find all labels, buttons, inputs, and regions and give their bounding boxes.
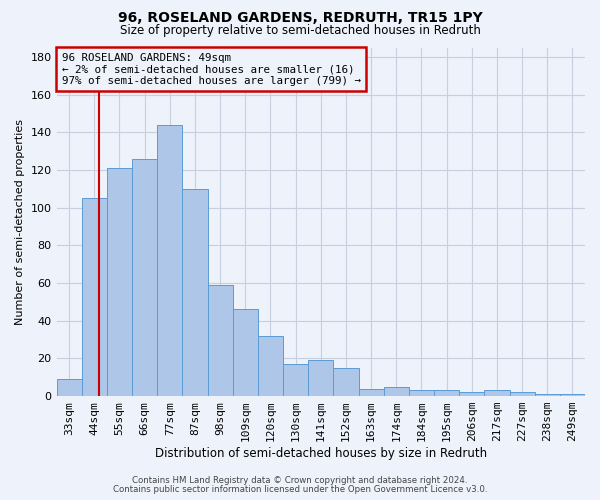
Bar xyxy=(233,310,258,396)
Bar xyxy=(308,360,334,396)
Bar xyxy=(157,125,182,396)
Bar xyxy=(484,390,509,396)
Bar xyxy=(334,368,359,396)
Text: 96, ROSELAND GARDENS, REDRUTH, TR15 1PY: 96, ROSELAND GARDENS, REDRUTH, TR15 1PY xyxy=(118,11,482,25)
Text: Contains HM Land Registry data © Crown copyright and database right 2024.: Contains HM Land Registry data © Crown c… xyxy=(132,476,468,485)
Bar xyxy=(56,379,82,396)
Bar xyxy=(535,394,560,396)
Bar xyxy=(208,285,233,396)
Bar xyxy=(434,390,459,396)
Y-axis label: Number of semi-detached properties: Number of semi-detached properties xyxy=(15,119,25,325)
Bar xyxy=(132,158,157,396)
Bar xyxy=(359,388,383,396)
Bar xyxy=(82,198,107,396)
Bar xyxy=(107,168,132,396)
X-axis label: Distribution of semi-detached houses by size in Redruth: Distribution of semi-detached houses by … xyxy=(155,447,487,460)
Bar xyxy=(258,336,283,396)
Text: Contains public sector information licensed under the Open Government Licence v3: Contains public sector information licen… xyxy=(113,485,487,494)
Bar xyxy=(509,392,535,396)
Text: Size of property relative to semi-detached houses in Redruth: Size of property relative to semi-detach… xyxy=(119,24,481,37)
Bar xyxy=(283,364,308,396)
Bar xyxy=(409,390,434,396)
Text: 96 ROSELAND GARDENS: 49sqm
← 2% of semi-detached houses are smaller (16)
97% of : 96 ROSELAND GARDENS: 49sqm ← 2% of semi-… xyxy=(62,52,361,86)
Bar xyxy=(459,392,484,396)
Bar xyxy=(560,394,585,396)
Bar xyxy=(383,386,409,396)
Bar xyxy=(182,189,208,396)
